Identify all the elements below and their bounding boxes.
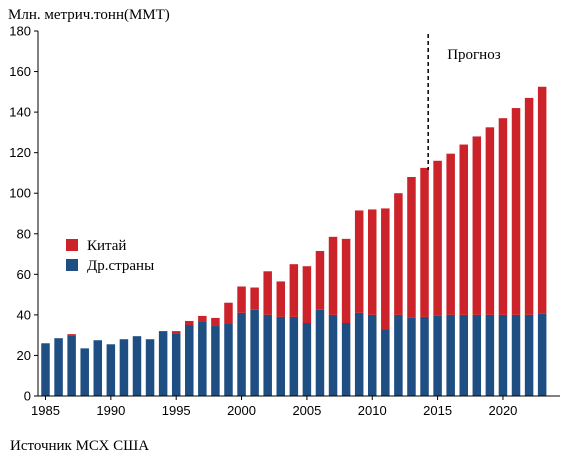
bar-china xyxy=(459,144,468,315)
bar-other-countries xyxy=(41,343,50,396)
x-axis-ticks: 1985 1990 1995 2000 2005 2010 2015 2020 xyxy=(31,396,517,418)
bar-other-countries xyxy=(394,314,403,396)
x-tick-label: 2015 xyxy=(423,403,452,418)
source-note: Источник МСХ США xyxy=(10,438,150,454)
bar-china xyxy=(276,281,286,317)
bar-other-countries xyxy=(368,314,377,396)
x-tick-label: 2005 xyxy=(292,403,321,418)
bar-other-countries xyxy=(263,314,272,396)
bar-china xyxy=(394,193,403,315)
y-tick-label: 60 xyxy=(17,267,31,282)
x-tick-label: 1995 xyxy=(162,403,191,418)
bar-china xyxy=(446,153,455,315)
x-tick-label: 1990 xyxy=(96,403,125,418)
x-tick-label: 1985 xyxy=(31,403,60,418)
bar-other-countries xyxy=(302,323,312,396)
bar-china xyxy=(420,167,429,317)
bar-china xyxy=(328,236,338,315)
y-tick-label: 140 xyxy=(9,105,31,120)
bar-china xyxy=(302,266,312,323)
bar-other-countries xyxy=(119,339,129,396)
bar-other-countries xyxy=(341,323,351,396)
bar-china xyxy=(185,320,194,326)
bar-china xyxy=(354,210,364,313)
bar-china xyxy=(250,287,259,310)
bar-other-countries xyxy=(537,313,547,396)
bar-china xyxy=(433,160,442,316)
bar-china xyxy=(289,264,299,317)
bar-other-countries xyxy=(276,316,286,396)
bar-other-countries xyxy=(158,331,168,396)
bar-other-countries xyxy=(472,314,482,396)
bar-other-countries xyxy=(132,336,142,396)
bar-other-countries xyxy=(446,314,455,396)
bar-other-countries xyxy=(289,316,299,396)
bar-other-countries xyxy=(185,325,194,396)
bar-other-countries xyxy=(511,314,521,396)
bar-other-countries xyxy=(485,314,495,396)
bar-other-countries xyxy=(237,312,246,396)
y-axis-label: Млн. метрич.тонн(ММТ) xyxy=(8,7,170,23)
y-tick-label: 40 xyxy=(17,307,31,322)
bar-other-countries xyxy=(381,329,390,396)
y-tick-label: 120 xyxy=(9,145,31,160)
legend-label-china: Китай xyxy=(87,238,126,254)
bar-other-countries xyxy=(433,315,442,396)
bar-other-countries xyxy=(54,338,63,396)
y-tick-label: 100 xyxy=(9,186,31,201)
y-tick-label: 180 xyxy=(9,24,31,39)
bar-other-countries xyxy=(354,312,364,396)
legend-swatch-other xyxy=(66,259,78,271)
y-tick-label: 20 xyxy=(17,348,31,363)
y-axis-ticks: 0 20 40 60 80 100 120 140 160 180 xyxy=(9,24,38,404)
x-tick-label: 2010 xyxy=(358,403,387,418)
x-tick-label: 2000 xyxy=(227,403,256,418)
bar-other-countries xyxy=(407,317,416,396)
y-tick-label: 160 xyxy=(9,64,31,79)
bar-other-countries xyxy=(93,340,103,396)
bar-other-countries xyxy=(145,339,155,396)
bar-china xyxy=(237,286,246,313)
bar-china xyxy=(224,302,233,325)
bar-china xyxy=(407,177,416,318)
bars xyxy=(41,86,547,396)
bar-other-countries xyxy=(459,314,468,396)
legend: Китай Др.страны xyxy=(66,238,154,274)
bar-other-countries xyxy=(315,309,325,396)
bar-other-countries xyxy=(524,314,534,396)
bar-other-countries xyxy=(224,324,233,396)
bar-china xyxy=(511,108,521,315)
bar-china xyxy=(524,97,534,315)
bar-other-countries xyxy=(420,316,429,396)
bar-china xyxy=(537,86,547,314)
bar-china xyxy=(67,334,76,336)
bar-china xyxy=(381,208,390,330)
bar-china xyxy=(485,127,495,315)
bar-china xyxy=(171,331,181,334)
bar-other-countries xyxy=(211,326,220,396)
bar-other-countries xyxy=(250,309,259,396)
bar-china xyxy=(368,209,377,315)
y-tick-label: 80 xyxy=(17,226,31,241)
bar-china xyxy=(472,136,482,315)
bar-china xyxy=(341,238,351,323)
forecast-annotation: Прогноз xyxy=(447,47,501,63)
legend-label-other: Др.страны xyxy=(87,258,154,274)
y-tick-label: 0 xyxy=(24,389,31,404)
bar-other-countries xyxy=(198,321,207,396)
legend-swatch-china xyxy=(66,239,78,251)
bar-other-countries xyxy=(171,333,181,396)
bar-china xyxy=(198,315,207,322)
bar-other-countries xyxy=(498,314,508,396)
bar-china xyxy=(315,251,325,310)
bar-china xyxy=(263,271,272,315)
bar-china xyxy=(211,317,220,327)
bar-other-countries xyxy=(80,348,89,396)
bar-other-countries xyxy=(67,335,76,396)
x-tick-label: 2020 xyxy=(488,403,517,418)
bar-other-countries xyxy=(328,314,338,396)
bar-other-countries xyxy=(106,344,116,396)
bar-china xyxy=(498,118,508,315)
